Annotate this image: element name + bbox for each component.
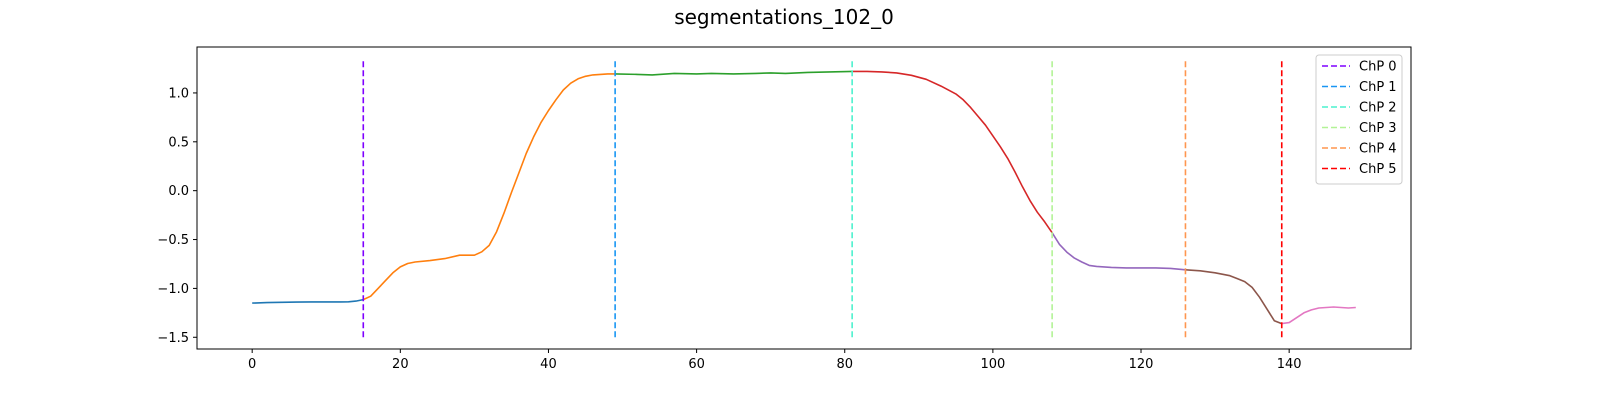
legend: ChP 0 ChP 1 ChP 2 ChP 3 ChP 4 ChP 5	[1315, 54, 1403, 185]
x-tick-label-4: 80	[836, 357, 853, 372]
x-tick-label-3: 60	[688, 357, 705, 372]
segment-line-5	[1185, 269, 1282, 325]
segment-line-1	[362, 73, 616, 301]
legend-label-4: ChP 4	[1359, 142, 1397, 157]
x-tick-label-2: 40	[540, 357, 557, 372]
segment-line-2	[615, 70, 853, 76]
segment-line-3	[852, 70, 1053, 234]
chart-title: segmentations_102_0	[674, 5, 894, 29]
x-tick-label-7: 140	[1277, 357, 1302, 372]
y-tick-label-1: −1.0	[157, 282, 189, 297]
y-tick-label-5: 1.0	[168, 86, 189, 101]
x-tick-label-6: 120	[1129, 357, 1154, 372]
segment-line-4	[1051, 232, 1186, 271]
x-tick-label-1: 20	[392, 357, 409, 372]
y-tick-label-2: −0.5	[157, 233, 189, 248]
segment-line-0	[252, 298, 364, 304]
legend-box	[1315, 54, 1403, 185]
legend-label-0: ChP 0	[1359, 60, 1397, 75]
legend-label-5: ChP 5	[1359, 162, 1397, 177]
y-tick-label-4: 0.5	[168, 135, 189, 150]
y-tick-label-0: −1.5	[157, 331, 189, 346]
axis-ticks: 0 20 40 60 80 100 120 140 −1.5 −1.0 −0.5 0.0 0.5 1.0	[157, 86, 1301, 372]
x-tick-label-5: 100	[980, 357, 1005, 372]
y-tick-label-3: 0.0	[168, 184, 189, 199]
legend-label-2: ChP 2	[1359, 101, 1397, 116]
axes-frame	[196, 46, 1412, 350]
x-tick-label-0: 0	[248, 357, 256, 372]
legend-label-1: ChP 1	[1359, 80, 1397, 95]
legend-label-3: ChP 3	[1359, 121, 1397, 136]
plot-area	[252, 58, 1356, 338]
segment-line-6	[1281, 306, 1356, 325]
